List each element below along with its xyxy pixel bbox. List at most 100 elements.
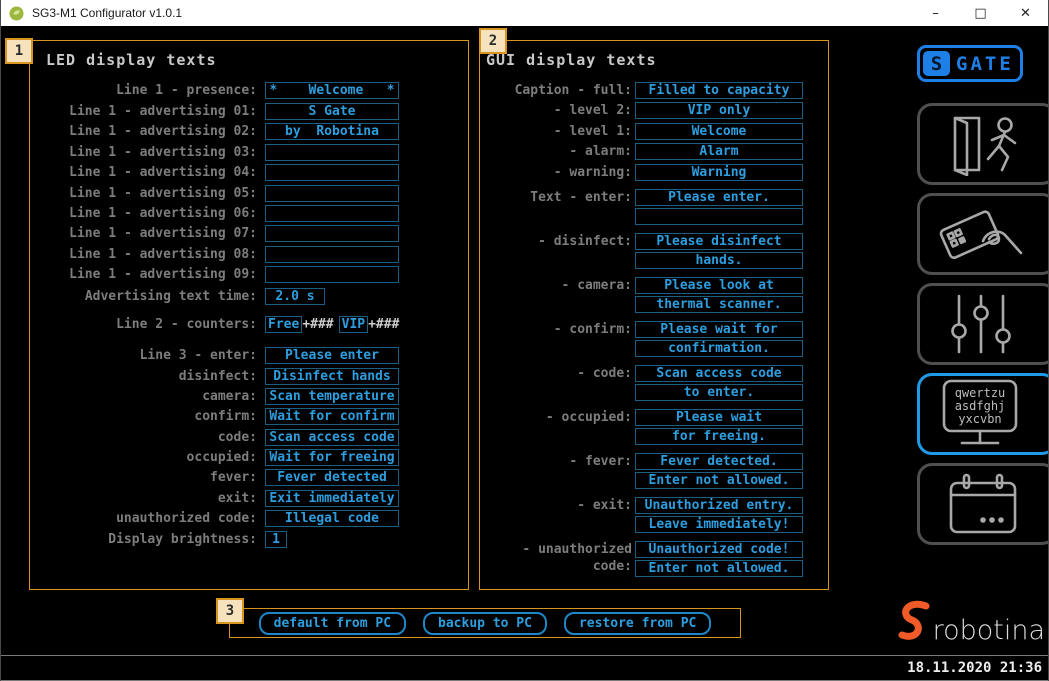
- led-panel-title: LED display texts: [46, 51, 217, 69]
- field-label: Line 1 - advertising 01:: [69, 104, 257, 119]
- text-exit-line2-input[interactable]: Leave immediately!: [635, 515, 803, 533]
- caption-level1-input[interactable]: Welcome: [635, 122, 803, 140]
- text-camera-line2-input[interactable]: thermal scanner.: [635, 295, 803, 313]
- field-row: Advertising text time: 2.0 s: [42, 288, 460, 306]
- svg-text:asdfghj: asdfghj: [955, 399, 1006, 413]
- status-bar: 18.11.2020 21:36: [1, 655, 1048, 681]
- field-label: Line 3 - enter:: [139, 348, 257, 364]
- text-occupied-line2-input[interactable]: for freeing.: [635, 427, 803, 445]
- line3-occupied-input[interactable]: Wait for freeing: [265, 449, 399, 467]
- caption-level2-input[interactable]: VIP only: [635, 102, 803, 120]
- field-row: fever: Fever detected: [42, 469, 460, 487]
- text-disinfect-line2-input[interactable]: hands.: [635, 251, 803, 269]
- text-enter-line2-input[interactable]: [635, 207, 803, 225]
- field-row: - level 1: Welcome: [482, 122, 822, 140]
- field-group: Text - enter: Please enter.: [482, 188, 822, 225]
- text-exit-line1-input[interactable]: Unauthorized entry.: [635, 496, 803, 514]
- maximize-button[interactable]: □: [974, 5, 987, 21]
- sidebar-button-schedule[interactable]: [917, 463, 1048, 545]
- counter-free-input[interactable]: Free: [265, 316, 303, 334]
- field-label: Line 1 - advertising 06:: [69, 205, 257, 221]
- sidebar-button-settings[interactable]: [917, 283, 1048, 365]
- field-label: Line 2 - counters:: [116, 317, 257, 333]
- line3-unauthorized-input[interactable]: Illegal code: [265, 510, 399, 528]
- field-label: - warning:: [553, 164, 632, 180]
- counter-vip-format: +###: [368, 317, 400, 333]
- line3-disinfect-input[interactable]: Disinfect hands: [265, 367, 399, 385]
- field-label: - fever:: [569, 453, 632, 469]
- field-label: confirm:: [194, 409, 257, 425]
- text-confirm-line1-input[interactable]: Please wait for: [635, 320, 803, 338]
- line3-code-input[interactable]: Scan access code: [265, 428, 399, 446]
- text-unauthorized-line1-input[interactable]: Unauthorized code!: [635, 540, 803, 558]
- field-label: - exit:: [577, 497, 632, 513]
- field-label: Line 1 - advertising 04:: [69, 165, 257, 181]
- card-reader-icon: [939, 210, 1023, 260]
- backup-to-pc-button[interactable]: backup to PC: [423, 611, 547, 635]
- field-label: - level 1:: [553, 123, 632, 139]
- advertising-time-input[interactable]: 2.0 s: [265, 288, 325, 306]
- advertising-04-input[interactable]: [265, 164, 399, 182]
- advertising-09-input[interactable]: [265, 266, 399, 284]
- text-disinfect-line1-input[interactable]: Please disinfect: [635, 232, 803, 250]
- advertising-01-input[interactable]: S Gate: [265, 103, 399, 120]
- line3-camera-input[interactable]: Scan temperature: [265, 387, 399, 405]
- field-label: Line 1 - advertising 09:: [69, 267, 257, 283]
- field-label: - occupied:: [545, 409, 632, 425]
- field-group: - exit: Unauthorized entry. Leave immedi…: [482, 496, 822, 533]
- sidebar-button-card-reader[interactable]: [917, 193, 1048, 275]
- field-row: Line 1 - advertising 06:: [42, 204, 460, 222]
- sgate-logo-text: GATE: [956, 52, 1014, 75]
- text-camera-line1-input[interactable]: Please look at: [635, 276, 803, 294]
- brand-text: robotina: [932, 615, 1045, 646]
- advertising-03-input[interactable]: [265, 143, 399, 161]
- advertising-02-input[interactable]: by Robotina: [265, 123, 399, 141]
- field-label: - code:: [577, 365, 632, 381]
- field-row: - level 2: VIP only: [482, 102, 822, 120]
- text-code-line1-input[interactable]: Scan access code: [635, 364, 803, 382]
- line3-exit-input[interactable]: Exit immediately: [265, 489, 399, 507]
- text-confirm-line2-input[interactable]: confirmation.: [635, 339, 803, 357]
- text-fever-line2-input[interactable]: Enter not allowed.: [635, 471, 803, 489]
- counter-vip-input[interactable]: VIP: [338, 316, 369, 334]
- text-code-line2-input[interactable]: to enter.: [635, 383, 803, 401]
- field-label: Text - enter:: [530, 189, 632, 205]
- minimize-button[interactable]: –: [932, 5, 939, 21]
- line3-fever-input[interactable]: Fever detected: [265, 469, 399, 487]
- field-row: Line 1 - advertising 02: by Robotina: [42, 123, 460, 141]
- line3-enter-input[interactable]: Please enter: [265, 347, 399, 365]
- field-group: - disinfect: Please disinfect hands.: [482, 232, 822, 269]
- restore-from-pc-button[interactable]: restore from PC: [563, 611, 712, 635]
- default-from-pc-button[interactable]: default from PC: [258, 611, 407, 635]
- field-label: - confirm:: [553, 321, 632, 337]
- line3-confirm-input[interactable]: Wait for confirm: [265, 408, 399, 426]
- close-button[interactable]: ✕: [1020, 5, 1031, 21]
- robotina-logo: robotina: [895, 598, 1045, 644]
- title-bar: SG3-M1 Configurator v1.0.1 – □ ✕: [1, 0, 1048, 26]
- step-badge-2: 2: [479, 28, 507, 54]
- text-fever-line1-input[interactable]: Fever detected.: [635, 452, 803, 470]
- display-brightness-input[interactable]: 1: [265, 531, 287, 549]
- sidebar-button-entry[interactable]: [917, 103, 1048, 185]
- counter-free-format: +###: [302, 317, 334, 333]
- field-row: Display brightness: 1: [42, 531, 460, 549]
- caption-warning-input[interactable]: Warning: [635, 163, 803, 181]
- sgate-logo: S GATE: [917, 45, 1023, 82]
- field-row: code: Scan access code: [42, 428, 460, 446]
- caption-full-input[interactable]: Filled to capacity: [635, 82, 803, 99]
- field-label: Line 1 - advertising 03:: [69, 144, 257, 160]
- caption-alarm-input[interactable]: Alarm: [635, 143, 803, 161]
- advertising-05-input[interactable]: [265, 184, 399, 202]
- field-label: Line 1 - advertising 08:: [69, 246, 257, 262]
- text-unauthorized-line2-input[interactable]: Enter not allowed.: [635, 559, 803, 577]
- field-row: Caption - full: Filled to capacity: [482, 82, 822, 99]
- text-enter-line1-input[interactable]: Please enter.: [635, 188, 803, 206]
- presence-text-input[interactable]: * Welcome *: [265, 82, 399, 99]
- advertising-07-input[interactable]: [265, 225, 399, 243]
- text-occupied-line1-input[interactable]: Please wait: [635, 408, 803, 426]
- field-row: Line 1 - advertising 05:: [42, 184, 460, 202]
- svg-text:yxcvbn: yxcvbn: [958, 412, 1001, 426]
- advertising-08-input[interactable]: [265, 245, 399, 263]
- advertising-06-input[interactable]: [265, 204, 399, 222]
- sidebar-button-display-texts[interactable]: qwertzu asdfghj yxcvbn: [917, 373, 1048, 455]
